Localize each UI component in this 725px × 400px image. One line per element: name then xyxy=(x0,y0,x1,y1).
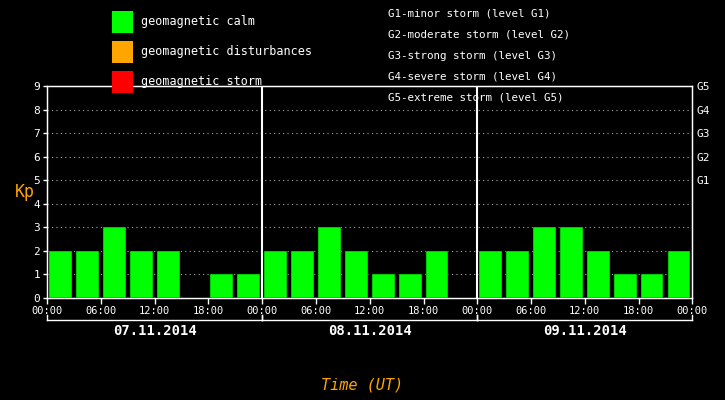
Text: G3-strong storm (level G3): G3-strong storm (level G3) xyxy=(388,51,557,61)
Bar xyxy=(372,274,394,298)
Bar xyxy=(49,251,72,298)
Text: G1-minor storm (level G1): G1-minor storm (level G1) xyxy=(388,9,550,19)
Text: Time (UT): Time (UT) xyxy=(321,377,404,392)
Bar xyxy=(103,227,125,298)
Text: G5-extreme storm (level G5): G5-extreme storm (level G5) xyxy=(388,92,563,102)
Bar xyxy=(157,251,180,298)
Bar xyxy=(130,251,153,298)
Bar xyxy=(237,274,260,298)
Bar xyxy=(479,251,502,298)
Bar xyxy=(614,274,637,298)
Bar xyxy=(318,227,341,298)
Y-axis label: Kp: Kp xyxy=(15,183,35,201)
Text: geomagnetic storm: geomagnetic storm xyxy=(141,76,262,88)
Bar xyxy=(210,274,233,298)
Bar xyxy=(506,251,529,298)
Text: geomagnetic disturbances: geomagnetic disturbances xyxy=(141,46,312,58)
Text: 09.11.2014: 09.11.2014 xyxy=(543,324,626,338)
Text: 07.11.2014: 07.11.2014 xyxy=(113,324,196,338)
Bar xyxy=(291,251,314,298)
Bar xyxy=(560,227,583,298)
Bar xyxy=(668,251,690,298)
Text: G4-severe storm (level G4): G4-severe storm (level G4) xyxy=(388,72,557,82)
Text: 08.11.2014: 08.11.2014 xyxy=(328,324,412,338)
Bar xyxy=(426,251,448,298)
Bar xyxy=(533,227,556,298)
Bar xyxy=(345,251,368,298)
Bar xyxy=(264,251,287,298)
Text: geomagnetic calm: geomagnetic calm xyxy=(141,16,255,28)
Text: G2-moderate storm (level G2): G2-moderate storm (level G2) xyxy=(388,30,570,40)
Bar xyxy=(76,251,99,298)
Bar xyxy=(641,274,663,298)
Bar xyxy=(587,251,610,298)
Bar xyxy=(399,274,421,298)
